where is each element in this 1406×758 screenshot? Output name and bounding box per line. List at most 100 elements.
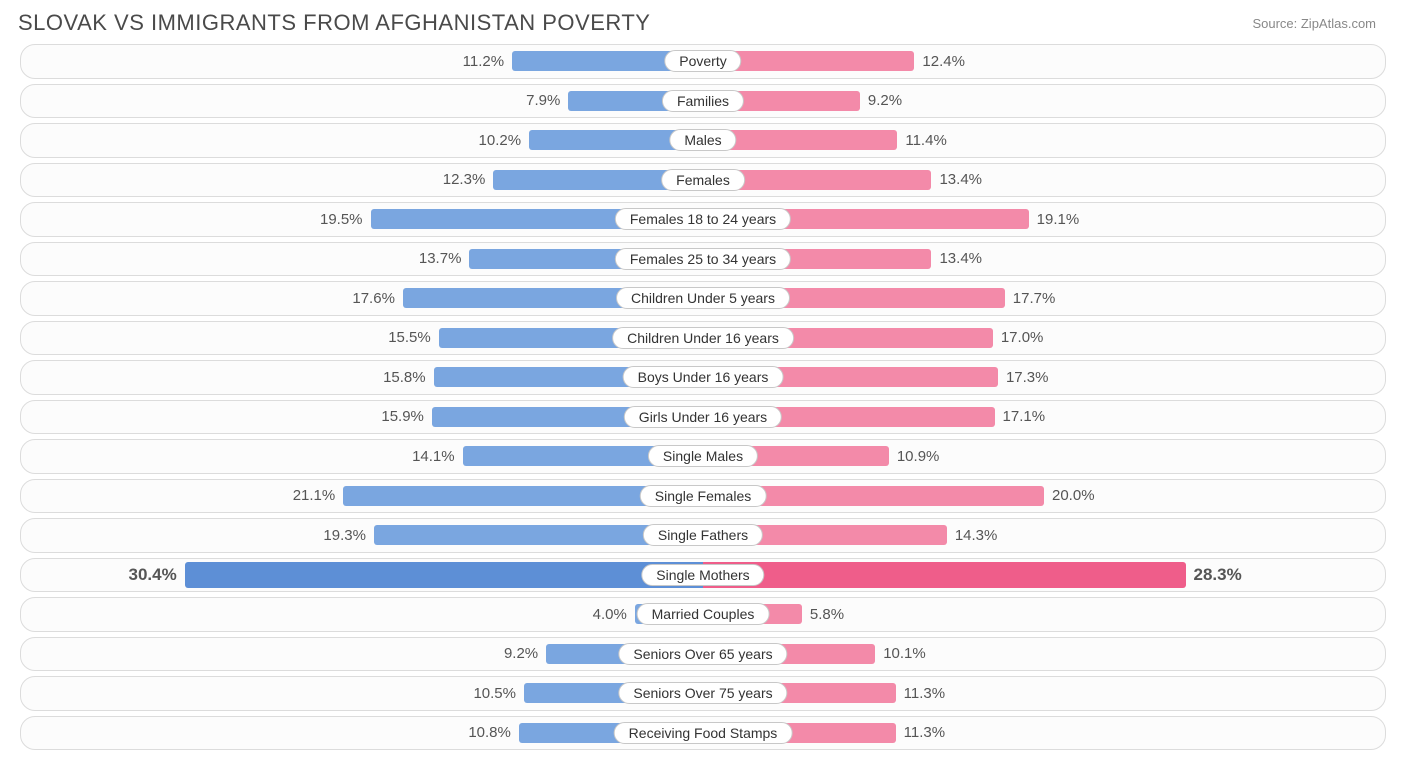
right-value-label: 17.0% [1001,329,1044,346]
source-label: Source: ZipAtlas.com [1252,16,1376,31]
category-pill: Single Mothers [641,564,764,586]
chart-row: 19.5% 19.1% Females 18 to 24 years [20,202,1386,237]
right-value-label: 17.7% [1013,290,1056,307]
right-value-label: 10.9% [897,448,940,465]
category-pill: Single Fathers [643,524,763,546]
chart-row: 21.1% 20.0% Single Females [20,479,1386,514]
chart-row: 30.4% 28.3% Single Mothers [20,558,1386,593]
category-pill: Girls Under 16 years [624,406,782,428]
left-value-label: 17.6% [352,290,395,307]
chart-row: 17.6% 17.7% Children Under 5 years [20,281,1386,316]
chart-row: 10.2%11.4%Males [20,123,1386,158]
left-value-label: 13.7% [419,250,462,267]
right-value-label: 17.1% [1003,408,1046,425]
left-value-label: 12.3% [443,171,486,188]
chart-row: 10.5% 11.3% Seniors Over 75 years [20,676,1386,711]
right-value-label: 17.3% [1006,369,1049,386]
chart-row: 19.3%14.3%Single Fathers [20,518,1386,553]
row-right-half: 28.3% [703,559,1385,592]
left-value-label: 14.1% [412,448,455,465]
chart-row: 10.8% 11.3% Receiving Food Stamps [20,716,1386,751]
row-left-half: 9.2% [21,638,703,671]
chart-row: 13.7% 13.4% Females 25 to 34 years [20,242,1386,277]
left-bar [185,562,703,588]
chart-row: 11.2% 12.4% Poverty [20,44,1386,79]
category-pill: Children Under 16 years [612,327,794,349]
right-value-label: 20.0% [1052,487,1095,504]
chart-row: 15.5% 17.0% Children Under 16 years [20,321,1386,356]
chart-row: 9.2%10.1%Seniors Over 65 years [20,637,1386,672]
row-left-half: 30.4% [21,559,703,592]
category-pill: Females [661,169,745,191]
chart-row: 7.9%9.2%Families [20,84,1386,119]
chart-title: SLOVAK VS IMMIGRANTS FROM AFGHANISTAN PO… [18,10,650,36]
right-bar [703,562,1186,588]
chart-row: 12.3%13.4%Females [20,163,1386,198]
right-value-label: 9.2% [868,92,902,109]
row-left-half: 4.0% [21,598,703,631]
category-pill: Children Under 5 years [616,287,790,309]
row-left-half: 21.1% [21,480,703,513]
category-pill: Seniors Over 75 years [618,682,787,704]
left-value-label: 19.3% [323,527,366,544]
chart-container: SLOVAK VS IMMIGRANTS FROM AFGHANISTAN PO… [0,0,1406,758]
category-pill: Poverty [664,50,741,72]
right-value-label: 12.4% [922,53,965,70]
row-left-half: 11.2% [21,45,703,78]
row-left-half: 15.8% [21,361,703,394]
row-left-half: 15.5% [21,322,703,355]
row-left-half: 10.2% [21,124,703,157]
left-value-label: 10.5% [473,685,516,702]
row-right-half: 11.3% [703,677,1385,710]
row-right-half: 12.4% [703,45,1385,78]
row-left-half: 17.6% [21,282,703,315]
row-right-half: 10.9% [703,440,1385,473]
row-right-half: 17.1% [703,401,1385,434]
left-value-label: 19.5% [320,211,363,228]
category-pill: Single Males [648,445,758,467]
chart-row: 15.9% 17.1% Girls Under 16 years [20,400,1386,435]
right-value-label: 10.1% [883,645,926,662]
right-value-label: 11.3% [904,724,945,741]
row-left-half: 10.8% [21,717,703,750]
row-left-half: 12.3% [21,164,703,197]
row-right-half: 20.0% [703,480,1385,513]
row-left-half: 19.5% [21,203,703,236]
right-value-label: 19.1% [1037,211,1080,228]
row-right-half: 17.7% [703,282,1385,315]
left-value-label: 11.2% [463,53,504,70]
category-pill: Females 25 to 34 years [615,248,791,270]
row-left-half: 19.3% [21,519,703,552]
right-value-label: 28.3% [1194,565,1242,585]
row-left-half: 10.5% [21,677,703,710]
row-right-half: 5.8% [703,598,1385,631]
row-left-half: 14.1% [21,440,703,473]
category-pill: Females 18 to 24 years [615,208,791,230]
row-right-half: 11.4% [703,124,1385,157]
category-pill: Boys Under 16 years [623,366,784,388]
row-right-half: 13.4% [703,243,1385,276]
row-right-half: 19.1% [703,203,1385,236]
left-value-label: 30.4% [128,565,176,585]
left-value-label: 15.9% [381,408,424,425]
left-value-label: 10.8% [468,724,511,741]
category-pill: Single Females [640,485,767,507]
left-value-label: 10.2% [479,132,522,149]
left-value-label: 4.0% [593,606,627,623]
right-value-label: 13.4% [939,250,982,267]
row-right-half: 11.3% [703,717,1385,750]
row-right-half: 10.1% [703,638,1385,671]
category-pill: Receiving Food Stamps [614,722,793,744]
header: SLOVAK VS IMMIGRANTS FROM AFGHANISTAN PO… [0,0,1406,42]
category-pill: Married Couples [637,603,770,625]
chart-area: 11.2% 12.4% Poverty 7.9%9.2%Families 10.2% 11… [20,44,1386,750]
right-value-label: 11.4% [905,132,946,149]
right-value-label: 11.3% [904,685,945,702]
right-value-label: 5.8% [810,606,844,623]
chart-row: 14.1% 10.9% Single Males [20,439,1386,474]
row-left-half: 13.7% [21,243,703,276]
row-right-half: 9.2% [703,85,1385,118]
row-right-half: 17.0% [703,322,1385,355]
chart-row: 15.8% 17.3% Boys Under 16 years [20,360,1386,395]
left-value-label: 15.8% [383,369,426,386]
